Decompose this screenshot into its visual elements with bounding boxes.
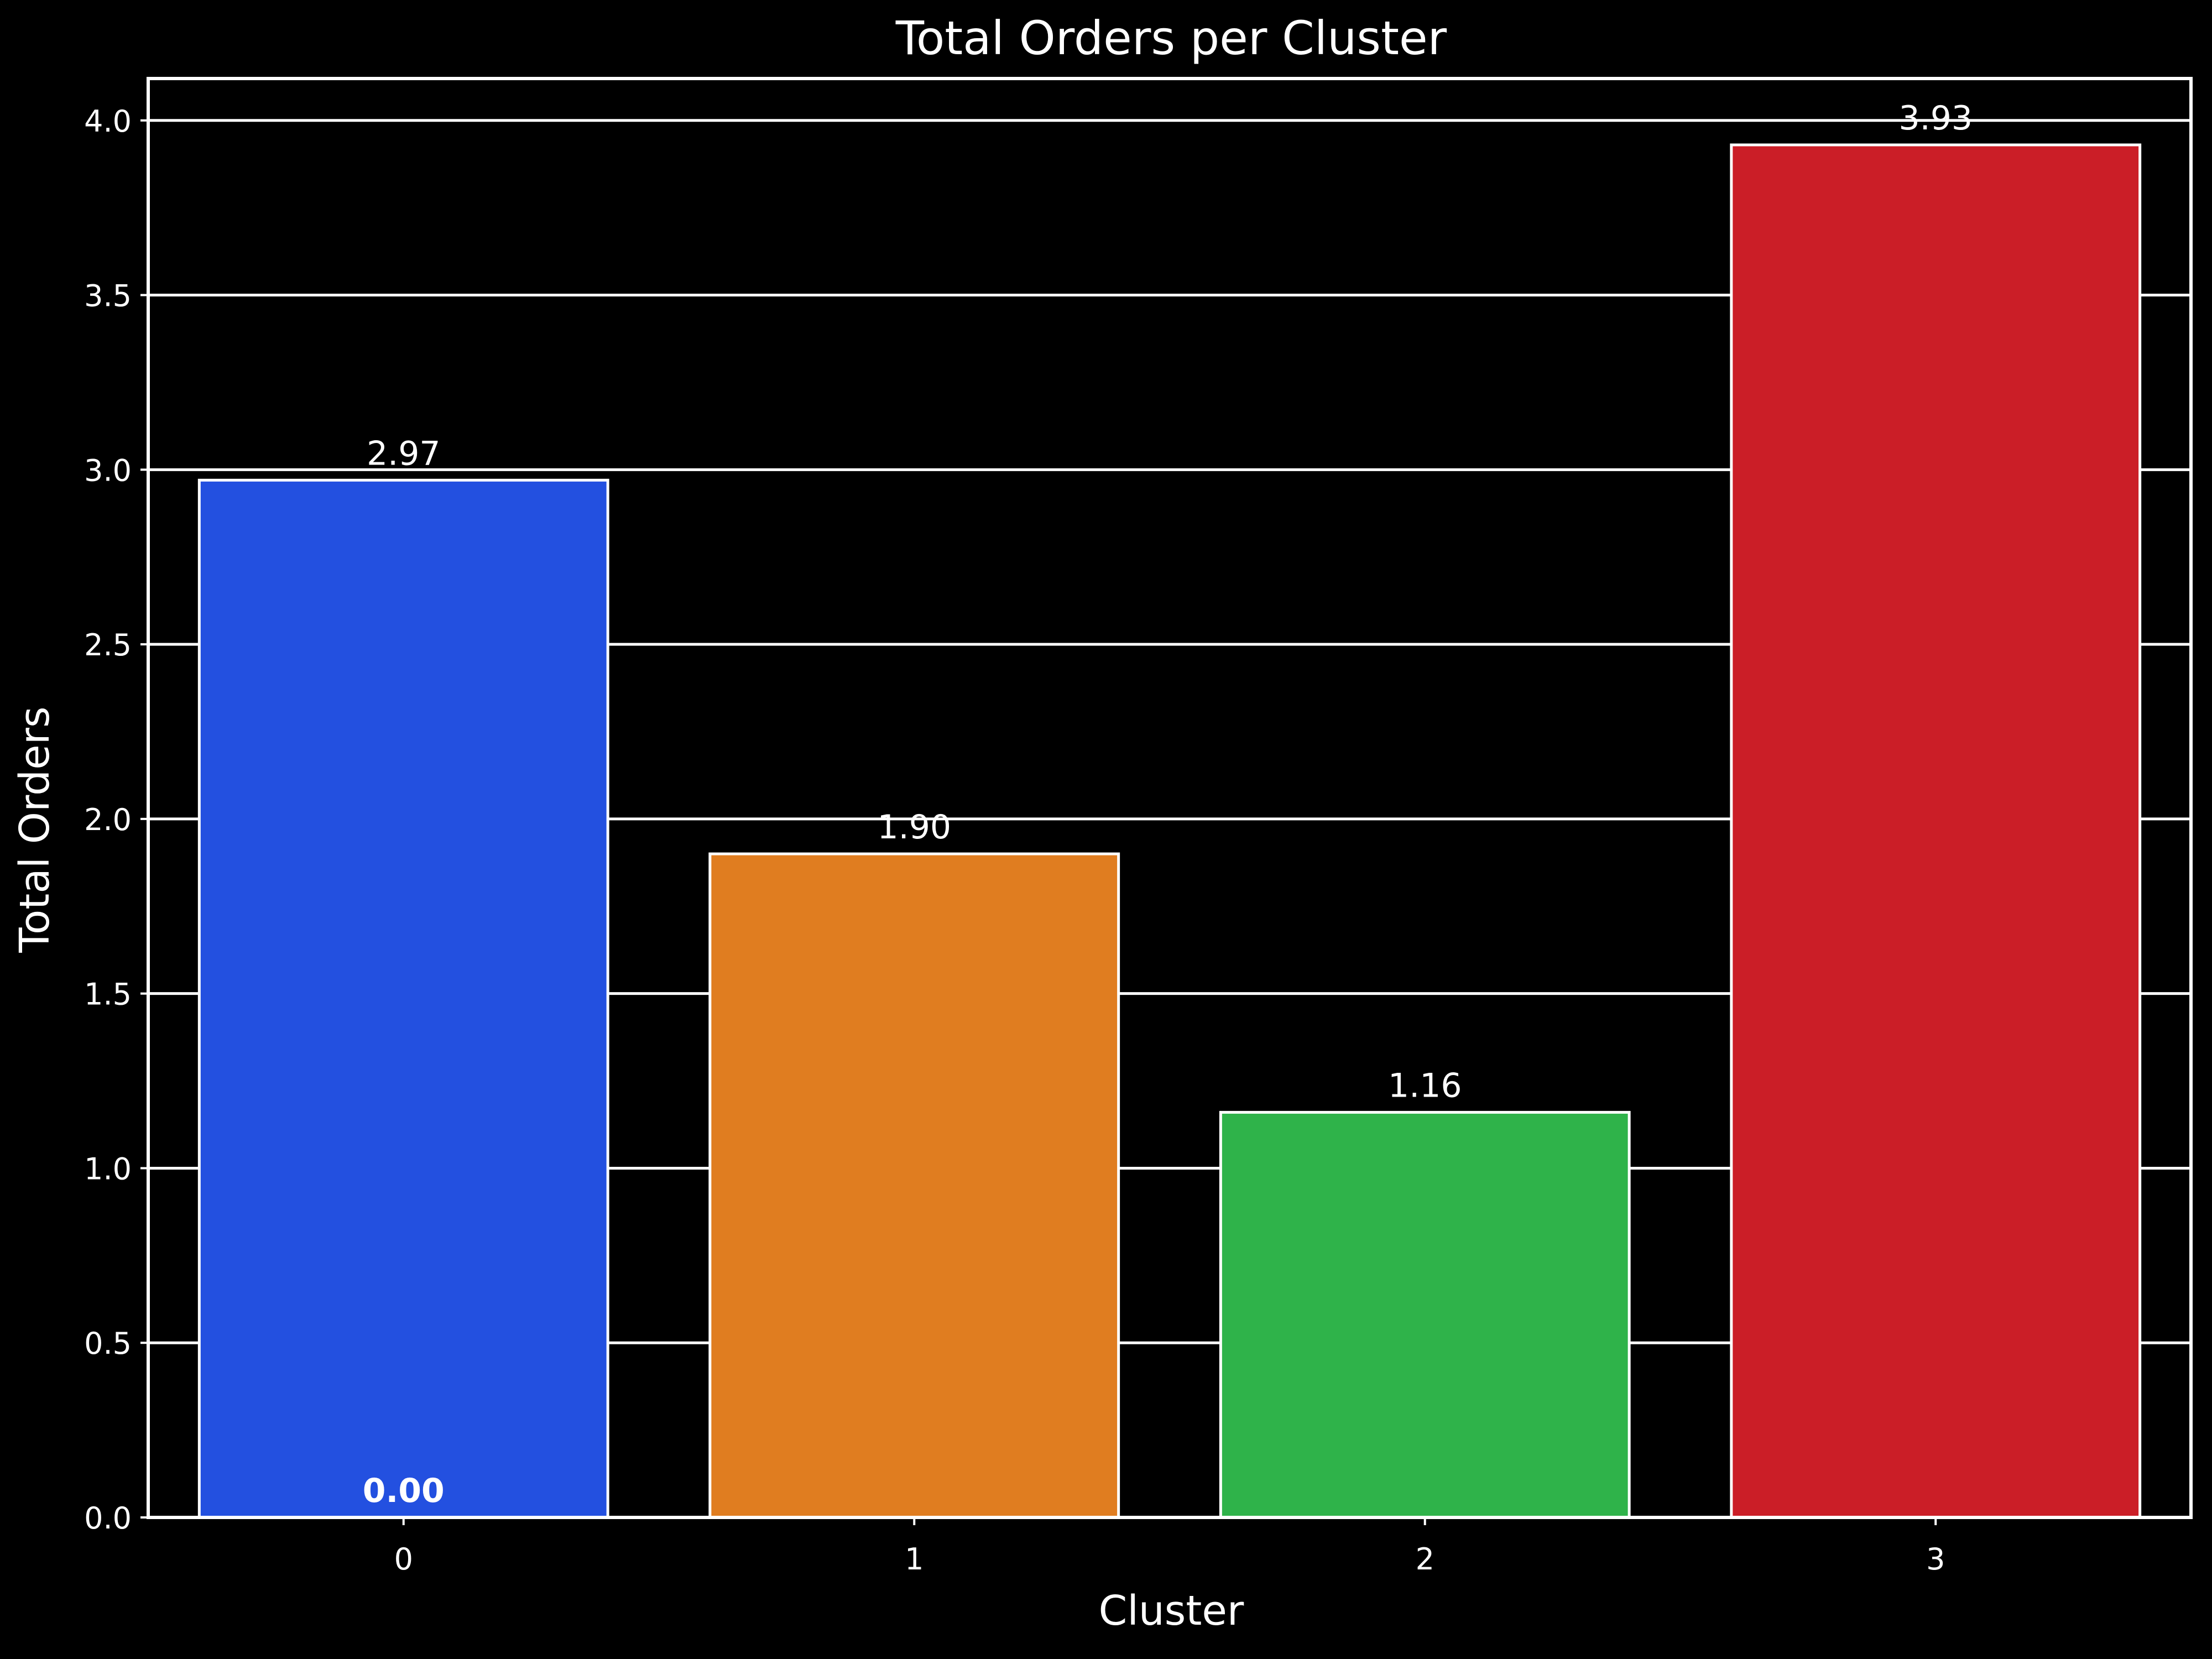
- y-tick-label: 0.0: [84, 1501, 132, 1536]
- y-tick-label: 3.0: [84, 453, 132, 488]
- y-tick-label: 3.5: [84, 279, 132, 314]
- bar-value-label: 1.16: [1388, 1066, 1462, 1105]
- bar: [197, 478, 609, 1519]
- y-tick-label: 1.0: [84, 1151, 132, 1186]
- x-tick-label: 2: [1416, 1542, 1434, 1577]
- chart-title: Total Orders per Cluster: [895, 11, 1447, 65]
- bar: [1730, 143, 2142, 1519]
- y-axis-label: Total Orders: [11, 706, 59, 953]
- x-tick-label: 0: [394, 1542, 413, 1577]
- y-tick-label: 4.0: [84, 104, 132, 139]
- bar-value-label: 3.93: [1898, 99, 1973, 138]
- y-tick-label: 2.5: [84, 628, 132, 662]
- y-tick-label: 0.5: [84, 1326, 132, 1361]
- y-tick-label: 1.5: [84, 977, 132, 1012]
- y-axis-ticks: 0.0 0.5 1.0 1.5 2.0 2.5 3.0 3.5 4.0: [84, 104, 148, 1536]
- x-axis-label: Cluster: [1099, 1587, 1244, 1635]
- zero-value-label: 0.00: [363, 1472, 445, 1510]
- x-tick-label: 3: [1926, 1542, 1945, 1577]
- bar: [1219, 1110, 1631, 1519]
- bar-value-labels: 2.97 1.90 1.16 3.93 0.00: [363, 99, 1973, 1510]
- x-axis-ticks: 0 1 2 3: [394, 1517, 1945, 1577]
- plot-frame: [147, 77, 2193, 1519]
- plot-border: [147, 77, 2193, 1519]
- x-tick-label: 1: [905, 1542, 924, 1577]
- bar: [708, 852, 1120, 1519]
- bars: [197, 143, 2142, 1519]
- y-tick-label: 2.0: [84, 802, 132, 837]
- bar-value-label: 2.97: [367, 434, 441, 473]
- bar-value-label: 1.90: [877, 808, 951, 847]
